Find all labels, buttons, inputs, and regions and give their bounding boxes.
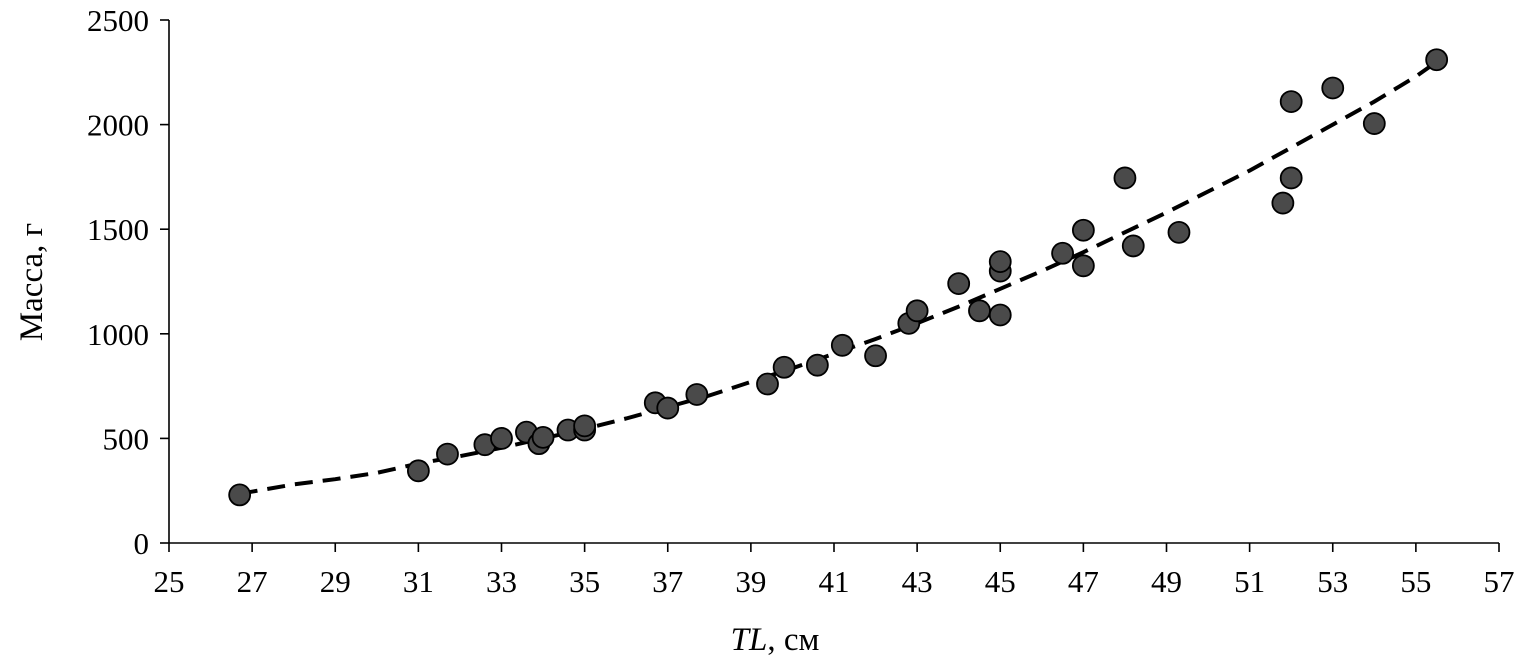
x-tick-label: 43: [902, 564, 933, 599]
x-tick-label: 39: [735, 564, 766, 599]
data-point: [772, 355, 796, 379]
data-point: [756, 372, 779, 396]
data-point: [436, 442, 459, 466]
x-axis-title: TL, см: [731, 622, 820, 658]
data-point: [406, 459, 430, 483]
data-points: [228, 48, 1449, 507]
data-point: [905, 299, 929, 323]
x-tick-label: 27: [237, 564, 268, 599]
x-tick-label: 31: [403, 564, 434, 599]
data-point: [1167, 220, 1191, 244]
y-tick-label: 0: [134, 526, 150, 561]
y-axis-title: Масса, г: [14, 223, 50, 341]
x-tick-label: 49: [1151, 564, 1182, 599]
x-tick-label: 45: [985, 564, 1016, 599]
data-point: [573, 414, 597, 438]
data-point: [1051, 241, 1074, 265]
data-point: [988, 250, 1012, 274]
x-axis-title-italic: TL: [731, 622, 768, 658]
x-tick-label: 47: [1068, 564, 1099, 599]
data-point: [1321, 76, 1345, 100]
data-point: [1279, 166, 1303, 190]
y-tick-label: 1000: [87, 317, 149, 352]
data-point: [947, 272, 971, 295]
data-point: [1121, 234, 1145, 258]
y-tick-label: 2000: [87, 108, 149, 143]
x-tick-label: 57: [1484, 564, 1515, 599]
data-point: [685, 383, 709, 406]
x-tick-label: 33: [486, 564, 517, 599]
trendline: [239, 60, 1438, 496]
x-tick-label: 51: [1234, 564, 1265, 599]
x-tick-label: 37: [652, 564, 683, 599]
x-axis-title-unit: , см: [767, 622, 819, 658]
data-point: [864, 344, 887, 368]
data-point: [228, 483, 252, 507]
x-tick-label: 55: [1400, 564, 1431, 599]
data-point: [1071, 218, 1095, 242]
data-point: [531, 425, 555, 449]
data-point: [656, 396, 680, 420]
data-point: [805, 353, 829, 377]
x-axis: 25 27 29 31 33 35 37 39 41 43 45 47 49 51 53 55 57: [154, 542, 1515, 599]
y-axis: 0 500 1000 1500 2000 2500: [87, 3, 170, 561]
data-point: [1113, 166, 1137, 190]
data-point: [1071, 254, 1095, 278]
x-tick-label: 53: [1317, 564, 1348, 599]
x-tick-label: 41: [819, 564, 850, 599]
x-tick-label: 29: [320, 564, 351, 599]
data-point: [830, 333, 854, 357]
data-point: [1279, 90, 1303, 113]
x-tick-label: 25: [154, 564, 185, 599]
y-tick-label: 1500: [87, 212, 149, 247]
data-point: [1362, 112, 1386, 135]
data-point: [1271, 191, 1295, 215]
data-point: [988, 303, 1012, 327]
y-tick-label: 2500: [87, 3, 149, 38]
data-point: [1425, 48, 1449, 72]
data-point: [490, 426, 513, 450]
data-point: [968, 299, 991, 323]
y-tick-label: 500: [103, 421, 150, 456]
x-tick-label: 35: [569, 564, 600, 599]
